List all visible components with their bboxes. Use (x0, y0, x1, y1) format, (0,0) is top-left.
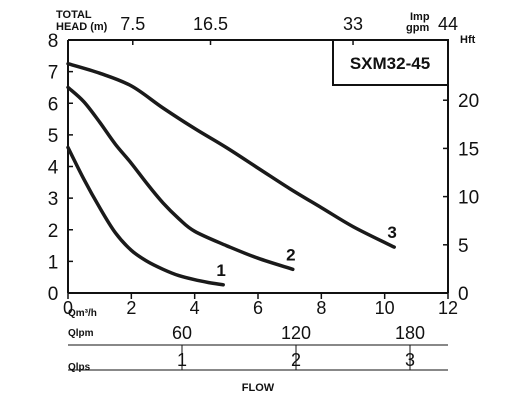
curve-label-3: 3 (387, 223, 396, 242)
y-axis-label-line2: HEAD (m) (56, 21, 108, 33)
right-tick-label: 10 (458, 188, 479, 209)
qlpm-label: Qlpm (68, 328, 94, 339)
y-tick-label: 4 (48, 158, 59, 179)
curve-label-1: 1 (216, 261, 225, 280)
qlpm-tick-label: 180 (395, 323, 425, 343)
x-tick-label: 2 (126, 298, 136, 318)
y-tick-label: 6 (48, 94, 59, 115)
right-tick-label: 0 (458, 284, 469, 305)
x-tick-label: 6 (253, 298, 263, 318)
qlps-tick-label: 2 (291, 350, 301, 370)
curve-3 (66, 61, 396, 249)
right-tick-label: 20 (458, 91, 479, 112)
y-tick-label: 0 (48, 284, 59, 305)
chart-title: SXM32-45 (350, 54, 430, 73)
y-tick-label: 8 (48, 31, 59, 52)
curve-1 (66, 145, 225, 287)
y-tick-label: 1 (48, 252, 59, 273)
x-axis-title: FLOW (242, 382, 275, 394)
qlpm-tick-label: 120 (281, 323, 311, 343)
right-tick-label: 15 (458, 139, 479, 160)
qlpm-tick-label: 60 (172, 323, 192, 343)
curve-2 (66, 85, 295, 272)
y-tick-label: 7 (48, 63, 59, 84)
curve-label-2: 2 (286, 245, 295, 264)
top-axis-label-line1: Imp (410, 11, 430, 23)
y-axis-label-line1: TOTAL (56, 9, 92, 21)
x-tick-label: 4 (190, 298, 200, 318)
top-axis-label-line2: gpm (406, 22, 429, 34)
x-tick-label: 10 (375, 298, 395, 318)
x-tick-label: 8 (316, 298, 326, 318)
top-tick-label: 33 (343, 14, 363, 34)
x-tick-label: 0 (63, 298, 73, 318)
x-unit-label: Qm³/h (68, 308, 97, 319)
y2-axis-label: Hft (460, 34, 476, 46)
qlps-tick-label: 1 (177, 350, 187, 370)
top-tick-label: 7.5 (120, 14, 145, 34)
curves-layer: 1 2 3 (66, 61, 397, 287)
y-tick-label: 5 (48, 126, 59, 147)
title-box (332, 39, 449, 86)
right-tick-label: 5 (458, 236, 469, 257)
top-tick-label: 44 (438, 14, 458, 34)
y-tick-label: 2 (48, 221, 59, 242)
y-tick-label: 3 (48, 189, 59, 210)
qlps-label: Qlps (68, 362, 91, 373)
x-tick-label: 12 (438, 298, 458, 318)
top-tick-label: 16.5 (193, 14, 228, 34)
qlps-tick-label: 3 (405, 350, 415, 370)
